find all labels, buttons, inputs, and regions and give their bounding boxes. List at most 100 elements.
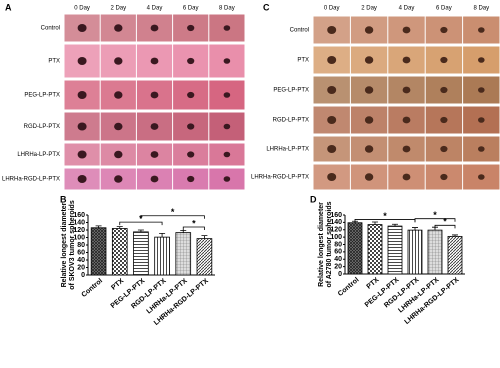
row-label: LHRHa-RGD-LP-PTX xyxy=(251,175,309,181)
spheroid xyxy=(402,86,411,94)
x-tick-label: Control xyxy=(80,278,104,299)
y-tick-label: 120 xyxy=(330,227,342,234)
spheroid xyxy=(150,123,159,130)
spheroid xyxy=(150,151,159,158)
row-label: LHRHa-LP-PTX xyxy=(266,147,309,153)
spheroid xyxy=(364,56,374,64)
x-tick-label: PTX xyxy=(110,277,125,291)
spheroid xyxy=(223,92,231,98)
row-label: PEG-LP-PTX xyxy=(273,88,309,94)
row-label: LHRHa-LP-PTX xyxy=(17,152,60,158)
column-header: 4 Day xyxy=(147,6,163,12)
column-header: 8 Day xyxy=(473,6,489,12)
significance-bracket xyxy=(140,215,205,219)
y-tick-label: 120 xyxy=(73,227,85,234)
y-tick-label: 80 xyxy=(334,241,342,248)
error-bar xyxy=(137,229,144,232)
significance-bracket xyxy=(414,218,456,222)
bar xyxy=(196,238,213,276)
row-label: Control xyxy=(290,28,309,34)
spheroid xyxy=(402,56,411,64)
column-header: 2 Day xyxy=(361,6,377,12)
y-tick-label: 20 xyxy=(334,263,342,270)
spheroid xyxy=(187,175,195,183)
spheroid xyxy=(478,146,485,152)
column-header: 4 Day xyxy=(399,6,415,12)
column-header: 6 Day xyxy=(183,6,199,12)
spheroid xyxy=(223,25,231,31)
column-header: 6 Day xyxy=(436,6,452,12)
spheroid xyxy=(223,123,231,130)
error-bar xyxy=(452,234,458,237)
column-header: 2 Day xyxy=(110,6,126,12)
spheroid xyxy=(223,151,231,158)
y-tick-label: 160 xyxy=(330,212,342,219)
panel-label: D xyxy=(310,194,317,204)
spheroid xyxy=(150,57,159,65)
significance-mark: * xyxy=(171,207,175,217)
column-header: 0 Day xyxy=(324,6,340,12)
spheroid xyxy=(223,176,231,182)
spheroid xyxy=(150,91,159,99)
significance-mark: * xyxy=(443,217,447,227)
y-tick-label: 20 xyxy=(77,264,85,271)
spheroid xyxy=(364,173,374,181)
spheroid xyxy=(440,116,448,124)
spheroid xyxy=(478,87,485,93)
spheroid xyxy=(402,26,411,34)
y-axis-title: Relative longest diameter xyxy=(61,202,68,287)
spheroid xyxy=(327,173,337,181)
panel-label: C xyxy=(263,2,270,12)
spheroid xyxy=(77,57,87,65)
spheroid xyxy=(364,116,374,124)
significance-bracket xyxy=(182,226,205,230)
spheroid xyxy=(114,150,123,159)
bar xyxy=(407,229,423,275)
spheroid xyxy=(187,24,195,32)
spheroid xyxy=(478,57,485,63)
error-bar xyxy=(116,226,123,229)
row-label: LHRHa-RGD-LP-PTX xyxy=(2,177,60,183)
row-label: RGD-LP-PTX xyxy=(273,118,309,124)
error-bar xyxy=(95,225,102,228)
spheroid xyxy=(114,91,123,99)
spheroid xyxy=(327,86,337,94)
spheroid xyxy=(440,173,448,181)
row-label: RGD-LP-PTX xyxy=(24,124,60,130)
panel-label: A xyxy=(5,2,12,12)
panel-label: B xyxy=(60,194,67,204)
spheroid xyxy=(114,24,123,32)
bar xyxy=(154,236,170,276)
y-tick-label: 0 xyxy=(338,271,342,278)
row-label: PTX xyxy=(297,58,309,64)
bar xyxy=(111,228,128,276)
spheroid xyxy=(114,57,123,65)
row-label: PTX xyxy=(48,59,60,65)
error-bar xyxy=(372,221,378,225)
spheroid xyxy=(440,26,448,34)
spheroid xyxy=(327,56,337,64)
row-label: Control xyxy=(41,26,60,32)
spheroid xyxy=(187,123,195,130)
spheroid xyxy=(402,116,411,124)
bar xyxy=(175,232,192,276)
y-axis-title: of SKOV3 tumor spheroids xyxy=(69,200,76,290)
y-tick-label: 140 xyxy=(330,219,342,226)
bar xyxy=(347,222,363,275)
column-header: 0 Day xyxy=(74,6,90,12)
spheroid xyxy=(327,145,337,153)
y-tick-label: 140 xyxy=(73,219,85,226)
spheroid xyxy=(478,174,485,180)
x-tick-label: PTX xyxy=(366,276,381,290)
y-tick-label: 40 xyxy=(334,256,342,263)
y-axis-title: Relative longest diameter xyxy=(318,202,325,287)
significance-mark: * xyxy=(192,218,196,228)
y-tick-label: 100 xyxy=(73,234,85,241)
spheroid xyxy=(440,145,448,153)
spheroid xyxy=(364,26,374,34)
spheroid xyxy=(364,145,374,153)
spheroid xyxy=(327,26,337,34)
spheroid xyxy=(478,27,485,33)
column-header: 8 Day xyxy=(219,6,235,12)
